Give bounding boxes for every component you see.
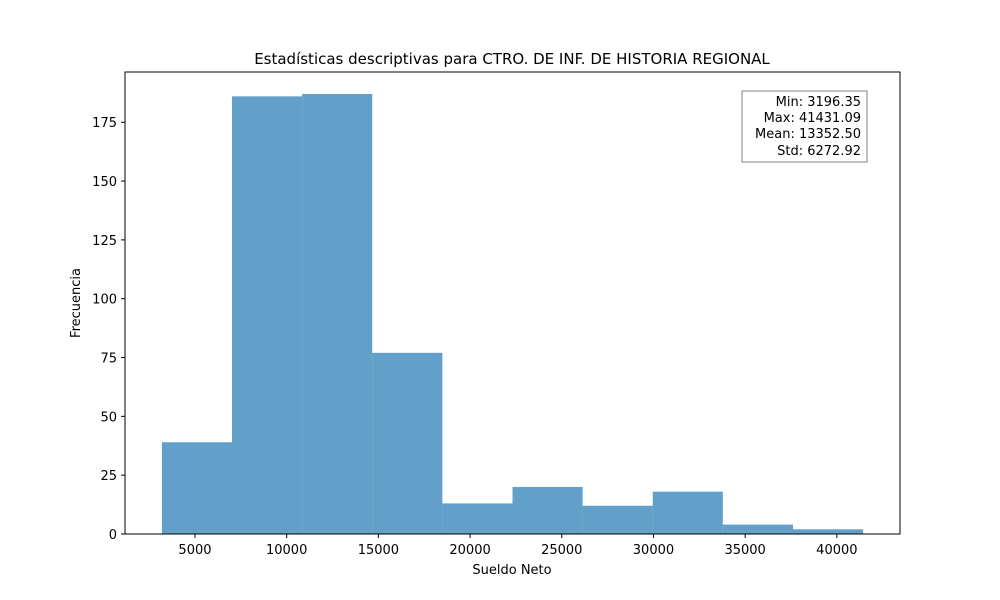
y-tick-label: 25 bbox=[100, 469, 117, 484]
x-tick-label: 20000 bbox=[449, 543, 490, 558]
histogram-bar bbox=[232, 96, 303, 535]
stats-box: Min: 3196.35 Max: 41431.09 Mean: 13352.5… bbox=[741, 90, 868, 163]
y-axis-label: Frecuencia bbox=[69, 268, 84, 338]
stat-std: Std: 6272.92 bbox=[777, 144, 861, 159]
histogram-bar bbox=[512, 486, 583, 534]
histogram-bar bbox=[792, 529, 864, 534]
stat-max: Max: 41431.09 bbox=[764, 111, 861, 126]
y-tick-label: 100 bbox=[92, 293, 117, 308]
histogram-bar bbox=[302, 94, 373, 534]
x-axis-label: Sueldo Neto bbox=[472, 563, 551, 578]
x-tick-label: 30000 bbox=[633, 543, 674, 558]
stat-mean: Mean: 13352.50 bbox=[755, 127, 861, 142]
histogram-bar bbox=[582, 505, 653, 534]
x-tick-label: 35000 bbox=[724, 543, 765, 558]
y-tick-label: 175 bbox=[92, 116, 117, 131]
y-tick-label: 150 bbox=[92, 175, 117, 190]
x-tick-label: 25000 bbox=[541, 543, 582, 558]
histogram-bar bbox=[722, 524, 793, 534]
histogram-bar bbox=[652, 491, 723, 534]
x-tick-label: 40000 bbox=[816, 543, 857, 558]
bars-group bbox=[161, 94, 864, 535]
x-tick-label: 15000 bbox=[358, 543, 399, 558]
plot-area-frame bbox=[124, 71, 901, 535]
histogram-bar bbox=[161, 442, 233, 534]
x-tick-label: 5000 bbox=[178, 543, 211, 558]
stats-box-frame bbox=[741, 90, 868, 163]
histogram-bar bbox=[442, 503, 513, 534]
y-tick-label: 75 bbox=[100, 352, 117, 367]
y-axis-ticks: 0 25 50 75 100 125 150 175 bbox=[92, 116, 125, 543]
y-tick-label: 50 bbox=[100, 410, 117, 425]
x-tick-label: 10000 bbox=[266, 543, 307, 558]
stat-min: Min: 3196.35 bbox=[776, 95, 861, 110]
y-tick-label: 125 bbox=[92, 234, 117, 249]
x-axis-ticks: 5000 10000 15000 20000 25000 30000 35000 40000 bbox=[178, 534, 858, 558]
histogram-bar bbox=[372, 352, 443, 534]
chart-title: Estadísticas descriptivas para CTRO. DE … bbox=[254, 50, 770, 68]
y-tick-label: 0 bbox=[109, 528, 117, 543]
